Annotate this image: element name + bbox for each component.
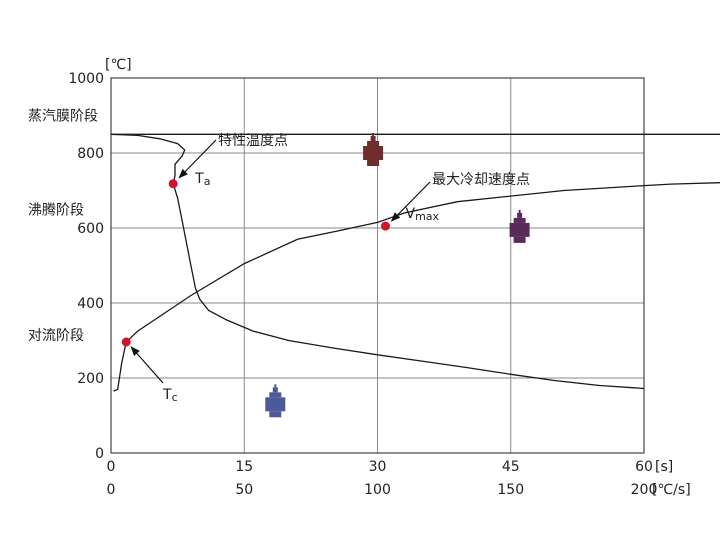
- y-axis-unit: [℃]: [105, 57, 132, 73]
- x-tick-time-label: 30: [369, 459, 387, 475]
- stage-label: 对流阶段: [28, 328, 84, 344]
- x-axis-rate-ticks: 0 50 100 150 200: [107, 482, 658, 498]
- probe-neck: [367, 141, 380, 146]
- y-axis-ticks: 0 200 400 600 800 1000: [68, 71, 104, 462]
- x-tick-rate-label: 100: [364, 482, 391, 498]
- ta-arrow: [178, 139, 217, 179]
- key-point-vmax: [381, 221, 390, 231]
- x-axis-rate-unit: [℃/s]: [652, 482, 691, 498]
- probe-body: [509, 222, 530, 237]
- y-tick-label: 0: [95, 446, 104, 462]
- probe-dark-red-icon: [363, 133, 384, 166]
- probe-base: [269, 411, 282, 418]
- probe-neck: [513, 217, 526, 223]
- stage-label: 蒸汽膜阶段: [28, 109, 98, 125]
- y-tick-label: 400: [77, 296, 104, 312]
- ta-label: Ta: [194, 171, 210, 188]
- probe-wire: [274, 384, 277, 389]
- annotation-max-cooling-rate: 最大冷却速度点: [432, 172, 530, 188]
- key-point-ta: [168, 179, 178, 189]
- x-tick-time-label: 60: [635, 459, 653, 475]
- probe-icons: [265, 133, 530, 418]
- probe-wire: [372, 133, 375, 137]
- probe-body: [265, 397, 286, 412]
- x-tick-rate-label: 50: [235, 482, 253, 498]
- y-tick-label: 600: [77, 221, 104, 237]
- y-tick-label: 200: [77, 371, 104, 387]
- plot-frame: [110, 77, 645, 454]
- probe-base: [513, 236, 526, 243]
- probe-body: [363, 146, 384, 160]
- x-tick-rate-label: 200: [631, 482, 658, 498]
- tc-arrow: [130, 346, 164, 384]
- probe-wire: [518, 209, 521, 214]
- stage-label: 沸腾阶段: [28, 201, 84, 218]
- probe-purple-icon: [509, 209, 530, 243]
- temperature-time-curve: [110, 133, 645, 390]
- key-point-tc: [121, 337, 131, 347]
- y-tick-label: 800: [77, 146, 104, 162]
- x-axis-time-unit: [s]: [655, 459, 673, 475]
- x-tick-rate-label: 0: [107, 482, 116, 498]
- x-tick-time-label: 15: [235, 459, 253, 475]
- key-points: Ta Vmax Tc: [121, 171, 440, 404]
- probe-base: [367, 160, 380, 166]
- x-tick-time-label: 0: [107, 459, 116, 475]
- cooling-rate-curve: [111, 133, 720, 392]
- vmax-label: Vmax: [405, 206, 439, 223]
- x-axis-time-ticks: 0 15 30 45 60: [107, 459, 653, 475]
- x-tick-time-label: 45: [502, 459, 520, 475]
- y-tick-label: 1000: [68, 71, 104, 87]
- vmax-arrow: [390, 181, 431, 222]
- annotation-characteristic-temperature: 特性温度点: [218, 133, 288, 149]
- probe-cap: [517, 212, 523, 218]
- tc-label: Tc: [162, 387, 178, 404]
- probe-cap: [370, 136, 376, 141]
- probe-cap: [272, 387, 278, 393]
- x-tick-rate-label: 150: [497, 482, 524, 498]
- probe-neck: [269, 392, 282, 398]
- probe-blue-icon: [265, 384, 286, 418]
